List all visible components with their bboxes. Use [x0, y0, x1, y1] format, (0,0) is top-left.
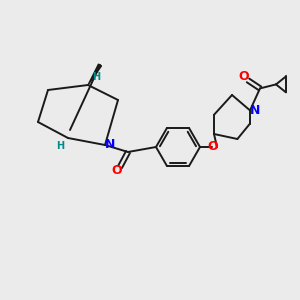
Polygon shape	[88, 64, 101, 85]
Text: N: N	[105, 139, 115, 152]
Text: O: O	[208, 140, 218, 154]
Text: H: H	[56, 141, 64, 151]
Text: O: O	[112, 164, 122, 178]
Text: N: N	[250, 104, 260, 117]
Text: H: H	[92, 72, 100, 82]
Text: O: O	[239, 70, 249, 83]
